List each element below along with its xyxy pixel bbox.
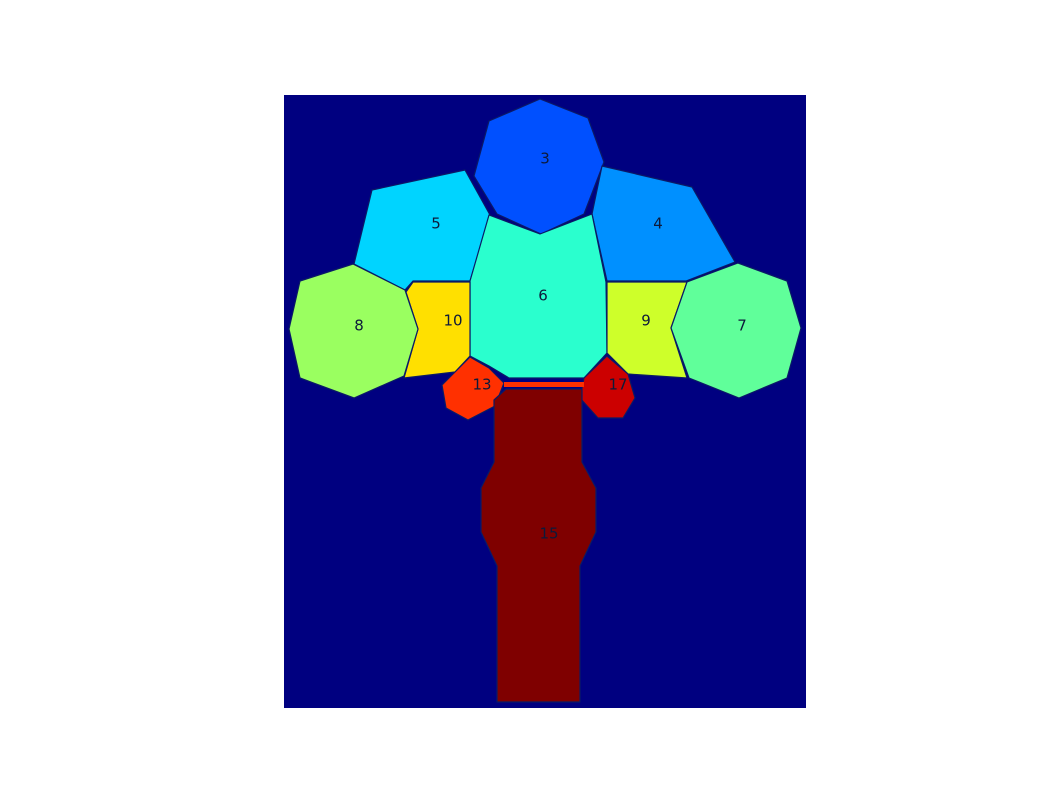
region-8 [288, 263, 419, 399]
label-region-13: 13 [472, 376, 491, 394]
label-region-5: 5 [431, 215, 441, 233]
label-region-15: 15 [539, 525, 558, 543]
region-13-strip [504, 382, 584, 387]
label-region-17: 17 [608, 376, 627, 394]
region-13 [441, 356, 505, 421]
region-17 [579, 355, 636, 419]
region-15 [480, 388, 597, 703]
label-region-3: 3 [540, 150, 550, 168]
label-region-4: 4 [653, 215, 663, 233]
label-region-6: 6 [538, 287, 548, 305]
label-region-7: 7 [737, 317, 747, 335]
label-region-8: 8 [354, 317, 364, 335]
label-region-9: 9 [641, 312, 651, 330]
region-7 [670, 262, 802, 399]
label-region-10: 10 [443, 312, 462, 330]
